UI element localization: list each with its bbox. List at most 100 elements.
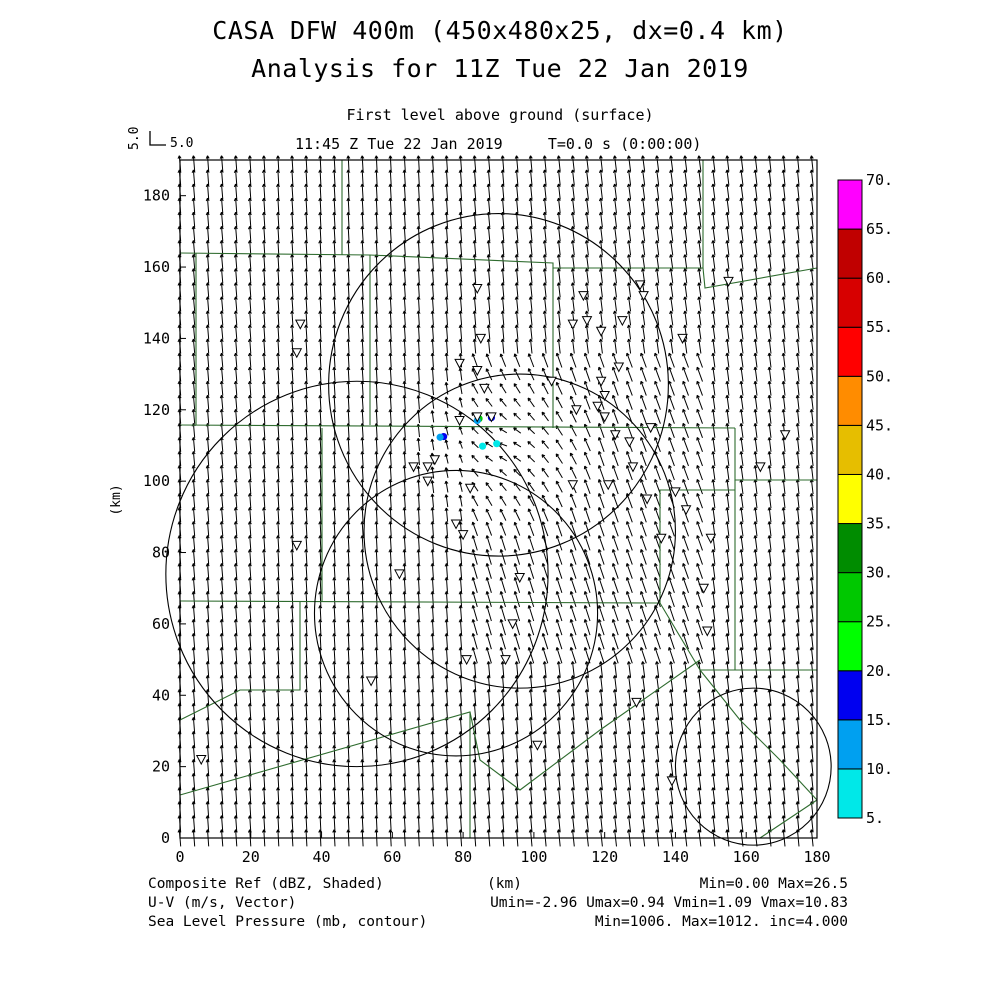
station-marker: [457, 530, 469, 541]
wind-vector-field: [177, 155, 814, 847]
station-marker: [595, 376, 607, 387]
station-marker: [408, 462, 419, 473]
colorbar-label: 20.: [866, 662, 893, 680]
y-tick-label: 140: [143, 329, 170, 347]
vector-key-icon: [149, 131, 166, 146]
station-marker: [507, 619, 518, 630]
colorbar-swatch: [837, 424, 863, 475]
x-tick-label: 160: [733, 848, 760, 866]
county-line: [179, 659, 701, 796]
station-marker: [294, 319, 306, 330]
colorbar-label: 30.: [866, 564, 893, 582]
station-marker: [638, 291, 649, 302]
station-marker: [475, 333, 487, 344]
station-marker: [655, 533, 667, 544]
y-tick-label: 40: [152, 686, 170, 704]
footer-ref-stats: Min=0.00 Max=26.5: [699, 876, 848, 892]
colorbar-label: 25.: [866, 613, 893, 631]
x-tick-label: 0: [175, 848, 184, 866]
station-marker: [631, 697, 642, 708]
station-marker: [666, 776, 678, 787]
station-marker: [595, 326, 607, 337]
footer-vector-label: U-V (m/s, Vector): [148, 895, 297, 911]
colorbar-swatch: [837, 179, 863, 230]
county-line: [659, 602, 817, 671]
level-label: First level above ground (surface): [346, 106, 654, 124]
station-marker: [429, 455, 441, 466]
county-line: [702, 267, 818, 289]
colorbar-swatch: [837, 473, 863, 525]
station-marker: [479, 383, 490, 394]
x-tick-label: 120: [591, 848, 618, 866]
colorbar-swatch: [837, 621, 863, 672]
station-marker: [571, 405, 582, 416]
station-marker: [634, 280, 646, 291]
pressure-contour: [313, 469, 599, 757]
x-tick-label: 60: [383, 848, 401, 866]
station-marker: [464, 483, 476, 494]
footer-contour-label: Sea Level Pressure (mb, contour): [148, 914, 428, 930]
footer-wind-stats: Umin=-2.96 Umax=0.94 Vmin=1.09 Vmax=10.8…: [490, 895, 848, 911]
station-marker: [599, 391, 610, 402]
station-marker: [195, 754, 207, 766]
station-marker: [365, 676, 377, 687]
county-line: [179, 601, 301, 721]
colorbar-label: 60.: [866, 269, 893, 287]
station-marker: [500, 655, 511, 666]
x-tick-label: 80: [454, 848, 472, 866]
colorbar-swatch: [837, 670, 863, 721]
echo-cell: [436, 433, 444, 441]
pressure-contour: [165, 380, 549, 768]
county-boundaries: [179, 160, 818, 839]
station-marker: [627, 462, 639, 473]
colorbar-label: 65.: [866, 220, 893, 238]
colorbar-swatch: [837, 768, 863, 819]
y-tick-label: 80: [152, 544, 170, 562]
station-marker: [701, 626, 713, 637]
colorbar-label: 5.: [866, 809, 884, 827]
station-marker: [755, 462, 766, 473]
colorbar-swatch: [837, 277, 863, 328]
station-marker: [779, 430, 791, 441]
colorbar-label: 55.: [866, 318, 893, 336]
title-line-2: Analysis for 11Z Tue 22 Jan 2019: [251, 54, 749, 83]
plot-frame: [179, 159, 818, 839]
colorbar-label: 10.: [866, 760, 893, 778]
station-marker: [291, 348, 303, 359]
footer-shading-label: Composite Ref (dBZ, Shaded): [148, 876, 384, 892]
station-marker: [532, 740, 543, 751]
x-tick-label: 140: [662, 848, 689, 866]
y-tick-label: 100: [143, 472, 170, 490]
station-marker: [680, 505, 692, 516]
colorbar-swatch: [837, 719, 863, 770]
station-marker: [723, 276, 734, 287]
county-line: [179, 489, 735, 604]
x-axis-ticks: 0 20 40 60 80 100 120 140 160 180: [175, 832, 831, 866]
colorbar-label: 15.: [866, 711, 893, 729]
station-marker: [578, 291, 589, 302]
station-markers: [195, 276, 791, 787]
colorbar-swatch: [837, 228, 863, 279]
colorbar: 5. 10. 15. 20. 25. 30. 35. 40. 45. 50. 55. 60. 65. 70…: [837, 171, 893, 827]
y-axis-ticks: 0 20 40 60 80 100 120 140 160 180: [143, 187, 186, 847]
y-tick-label: 160: [143, 258, 170, 276]
county-line: [734, 428, 817, 481]
footer-pressure-stats: Min=1006. Max=1012. inc=4.000: [594, 914, 848, 930]
station-marker: [624, 437, 635, 448]
station-marker: [422, 476, 434, 487]
x-tick-label: 40: [313, 848, 331, 866]
y-tick-label: 60: [152, 615, 170, 633]
station-marker: [471, 366, 483, 377]
colorbar-label: 35.: [866, 515, 893, 533]
station-marker: [454, 415, 465, 427]
wind-vectors: [177, 155, 814, 847]
station-marker: [454, 358, 465, 369]
station-marker: [592, 401, 603, 412]
pressure-contour: [674, 687, 832, 846]
y-tick-label: 180: [143, 187, 170, 205]
pressure-contours: [165, 212, 832, 846]
station-marker: [581, 316, 593, 327]
colorbar-swatch: [837, 523, 863, 574]
station-marker: [677, 333, 688, 344]
